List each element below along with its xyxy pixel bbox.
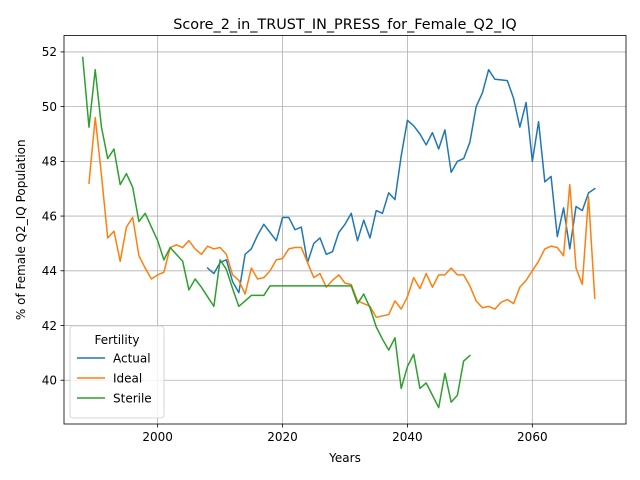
x-tick-label: 2000 [142, 430, 173, 444]
series-line-actual [206, 68, 596, 294]
series-line-ideal [88, 116, 596, 319]
x-tick-label: 2040 [392, 430, 423, 444]
y-tick-label: 52 [42, 45, 57, 59]
y-tick-label: 50 [42, 100, 57, 114]
legend-label-sterile: Sterile [113, 391, 152, 405]
y-tick-label: 48 [42, 155, 57, 169]
legend-box [69, 325, 165, 419]
series-lines [81, 56, 596, 409]
y-tick-label: 42 [42, 319, 57, 333]
y-axis-label: % of Female Q2_IQ Population [14, 139, 28, 320]
chart-title: Score_2_in_TRUST_IN_PRESS_for_Female_Q2_… [173, 17, 517, 33]
legend-label-actual: Actual [113, 351, 151, 365]
x-tick-label: 2060 [517, 430, 548, 444]
series-line-sterile [81, 56, 471, 409]
plot-frame [63, 35, 627, 425]
y-ticks: 40 42 44 46 48 50 52 [42, 45, 64, 388]
x-ticks: 2000 2020 2040 2060 [142, 424, 548, 444]
y-tick-label: 46 [42, 209, 57, 223]
x-axis-label: Years [328, 451, 361, 465]
y-tick-label: 44 [42, 264, 57, 278]
legend-entries: Actual Ideal Sterile [77, 351, 152, 405]
x-tick-label: 2020 [267, 430, 298, 444]
legend-title: Fertility [94, 333, 139, 347]
y-tick-label: 40 [42, 374, 57, 388]
legend-label-ideal: Ideal [113, 371, 142, 385]
grid-lines [64, 35, 626, 424]
legend: Fertility Actual Ideal Sterile [69, 325, 165, 419]
